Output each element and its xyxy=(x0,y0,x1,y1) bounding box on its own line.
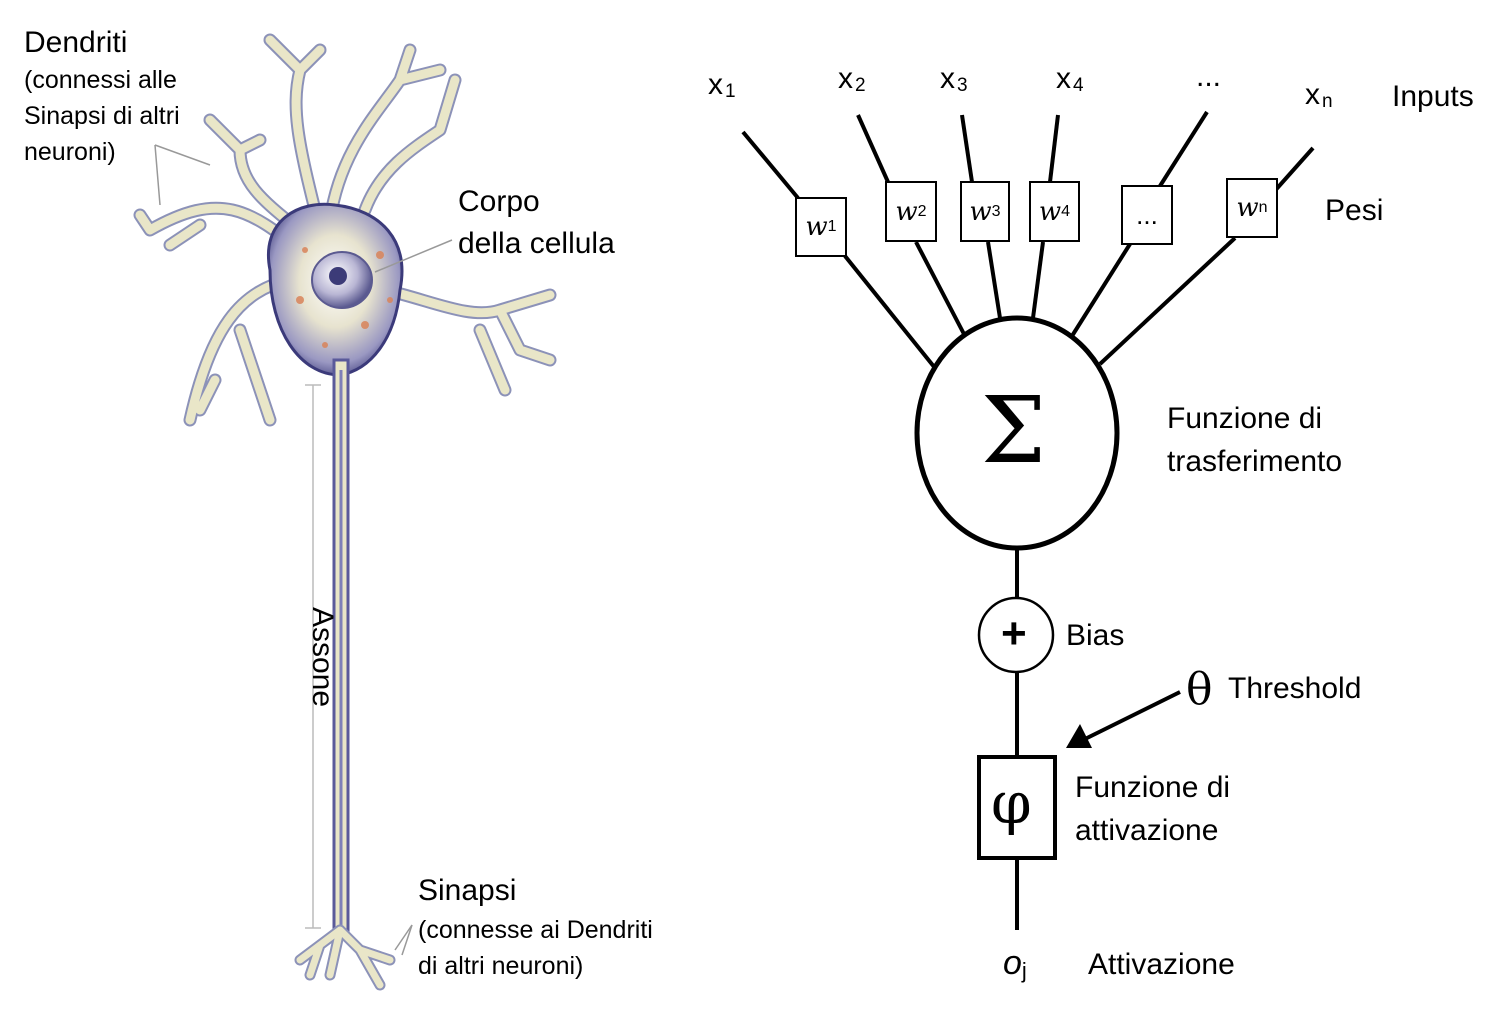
activation-node xyxy=(977,755,1057,860)
axon xyxy=(305,358,350,937)
transfer-label-line2: trasferimento xyxy=(1167,445,1343,478)
cell-body-label-line2: della cellula xyxy=(458,227,615,260)
threshold-symbol: θ xyxy=(1186,664,1213,715)
input-lines xyxy=(741,110,1315,930)
activation-fn-label-line1: Funzione di xyxy=(1075,771,1231,804)
bias-label: Bias xyxy=(1066,619,1125,652)
transfer-label-line1: Funzione di xyxy=(1167,402,1323,435)
weight-ellipsis: ... xyxy=(1121,185,1173,245)
activation-fn-label-line2: attivazione xyxy=(1075,814,1219,847)
cell-body-label-line1: Corpo xyxy=(458,185,540,218)
dendrites-desc-line1: (connessi alle xyxy=(24,66,177,94)
bias-symbol: + xyxy=(1001,609,1027,658)
dendrites-desc-line3: neuroni) xyxy=(24,138,116,166)
synapse-desc-line2: di altri neuroni) xyxy=(418,952,584,980)
output-label: Attivazione xyxy=(1088,948,1235,981)
sum-symbol: Σ xyxy=(981,377,1047,484)
synapse-title: Sinapsi xyxy=(418,874,517,907)
threshold-label: Threshold xyxy=(1228,672,1362,705)
input-ellipsis: ... xyxy=(1196,60,1222,93)
cell-body xyxy=(267,202,404,377)
dendrites-title: Dendriti xyxy=(24,26,128,59)
neuron-leader-lines xyxy=(154,144,453,956)
axon-terminals xyxy=(294,924,396,991)
bias-node xyxy=(977,596,1055,674)
dendrites-desc-line2: Sinapsi di altri xyxy=(24,102,180,130)
output-oj: oj xyxy=(1003,944,1027,983)
synapse-desc-line1: (connesse ai Dendriti xyxy=(418,916,653,944)
inputs-label: Inputs xyxy=(1392,80,1474,113)
dendrites xyxy=(133,33,557,427)
threshold-arrow xyxy=(1066,690,1181,748)
sum-node xyxy=(914,315,1120,551)
weights-label: Pesi xyxy=(1325,194,1384,227)
activation-symbol: φ xyxy=(991,769,1032,837)
